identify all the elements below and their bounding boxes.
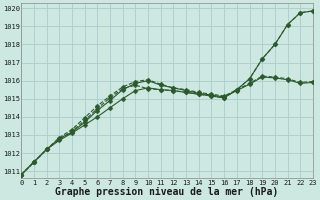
X-axis label: Graphe pression niveau de la mer (hPa): Graphe pression niveau de la mer (hPa) — [55, 187, 279, 197]
